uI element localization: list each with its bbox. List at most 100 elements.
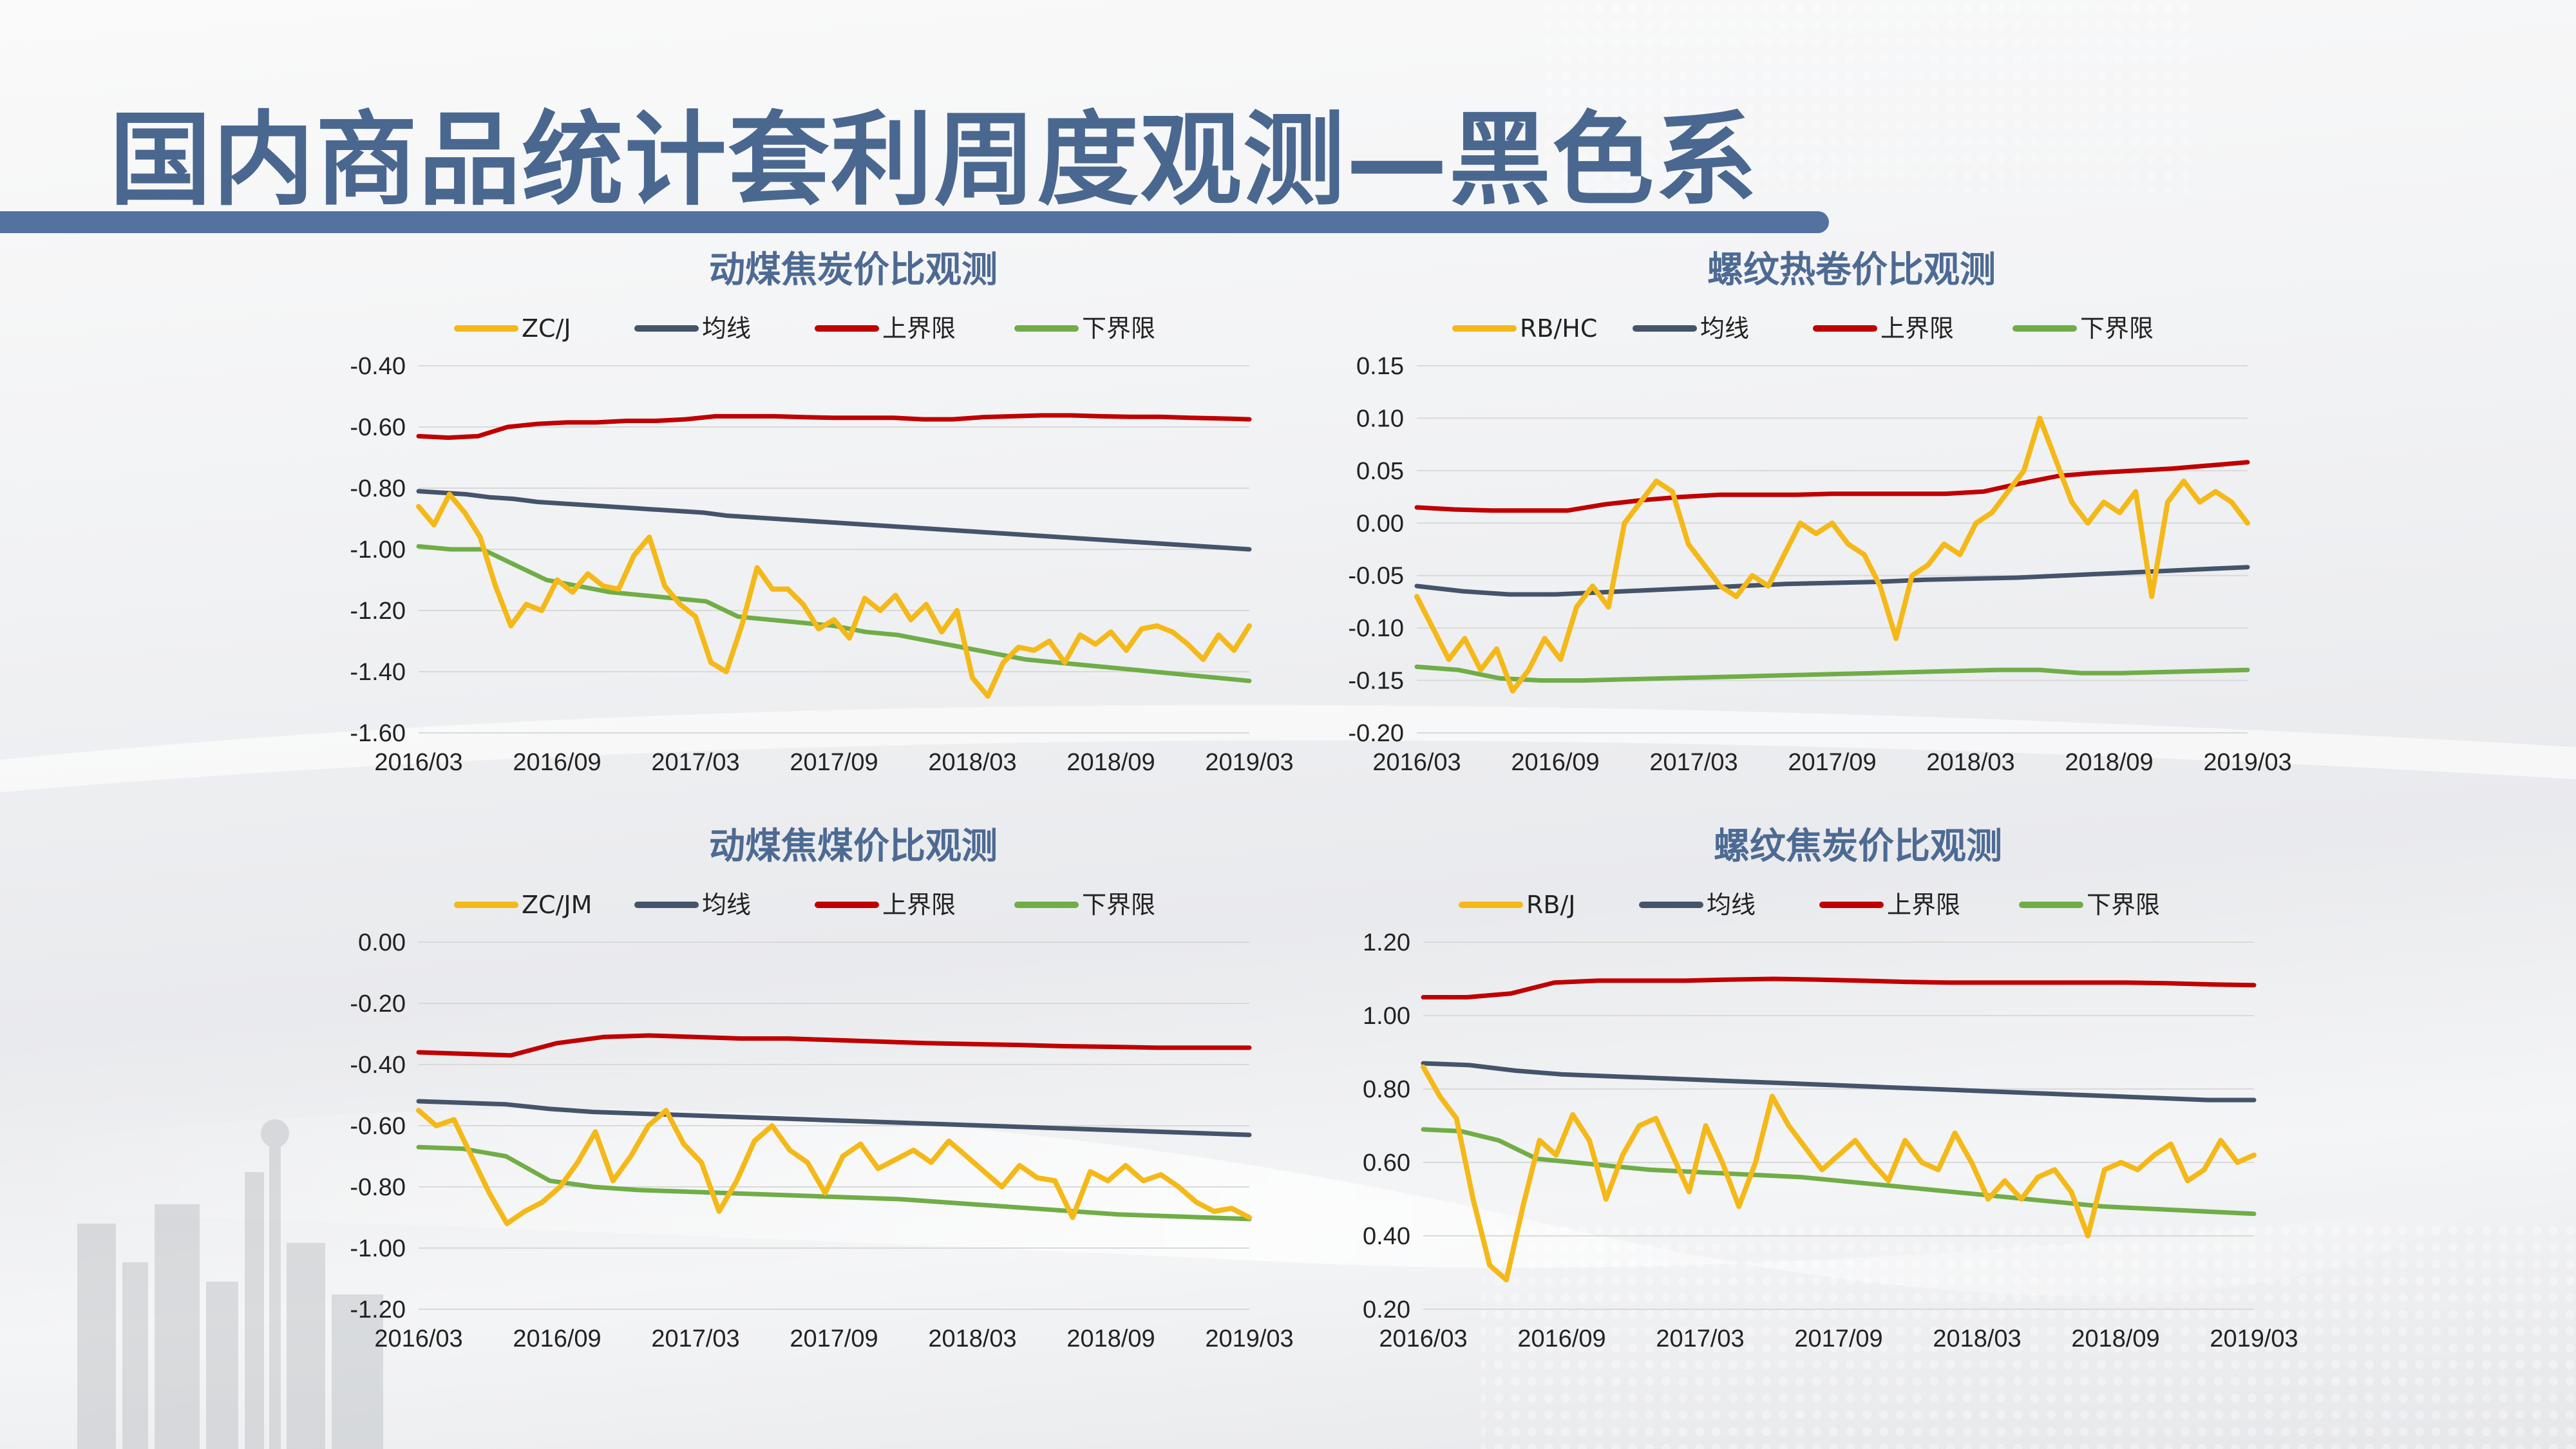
x-tick-label: 2017/03 [651, 749, 739, 776]
legend-item-3: 下界限 [2019, 891, 2160, 919]
x-tick-label: 2018/09 [2065, 749, 2153, 776]
legend-label: RB/HC [1520, 314, 1597, 343]
chart-title: 螺纹热卷价比观测 [1707, 249, 1996, 291]
title-underline-bar [0, 211, 1829, 233]
page-title: 国内商品统计套利周度观测—黑色系 [109, 101, 1758, 220]
y-tick-label: -0.80 [350, 475, 406, 502]
legend-item-0: ZC/JM [454, 891, 592, 919]
y-tick-label: -0.20 [1348, 720, 1404, 747]
legend-label: 下界限 [2080, 314, 2154, 343]
series-line-3 [1421, 1127, 2257, 1217]
header: 国内商品统计套利周度观测—黑色系 [0, 0, 2576, 245]
legend-item-3: 下界限 [1014, 891, 1155, 919]
chart-panel-zc-jm: 动煤焦煤价比观测 ZC/JM 均线 上界限 下界限 0.00 -0.20 -0.40 -0.60… [303, 815, 1333, 1394]
legend-label: 均线 [1700, 314, 1749, 343]
legend-label: 下界限 [2087, 891, 2160, 919]
x-tick-label: 2017/03 [1649, 749, 1738, 776]
x-tick-label: 2017/09 [790, 1325, 878, 1352]
y-tick-label: -0.80 [350, 1174, 406, 1201]
chart-title: 螺纹焦炭价比观测 [1714, 826, 2002, 867]
y-tick-label: -0.20 [350, 990, 406, 1018]
y-tick-label: 0.10 [1356, 405, 1404, 432]
chart-panel-zc-j: 动煤焦炭价比观测 ZC/J 均线 上界限 下界限 -0.40 -0.60 -0.80 -1.00… [303, 238, 1333, 818]
y-tick-label: -0.15 [1348, 668, 1404, 695]
series-line-2 [1421, 976, 2257, 999]
y-tick-label: 1.20 [1363, 929, 1410, 956]
y-tick-label: 0.20 [1363, 1296, 1410, 1323]
chart-zc-jm: 动煤焦煤价比观测 ZC/JM 均线 上界限 下界限 0.00 -0.20 -0.40 -0.60… [350, 826, 1293, 1352]
legend-item-0: RB/J [1459, 891, 1575, 919]
x-tick-label: 2017/09 [1788, 749, 1876, 776]
chart-panel-rb-j: 螺纹焦炭价比观测 RB/J 均线 上界限 下界限 1.20 1.00 0.80 0.60 0.40… [1307, 815, 2338, 1394]
legend-item-3: 下界限 [2012, 314, 2154, 343]
chart-rb-hc: 螺纹热卷价比观测 RB/HC 均线 上界限 下界限 0.15 0.10 0.05 0.00 -0.… [1348, 249, 2291, 776]
x-tick-label: 2018/03 [1926, 749, 2014, 776]
y-tick-label: -0.10 [1348, 615, 1404, 642]
legend-item-0: ZC/J [454, 314, 571, 343]
legend-label: 上界限 [882, 891, 956, 919]
series-line-0 [416, 1108, 1252, 1226]
x-tick-label: 2016/03 [1379, 1325, 1467, 1352]
legend-item-2: 上界限 [1819, 891, 1960, 919]
legend-item-1: 均线 [1633, 314, 1749, 343]
series-line-2 [416, 1033, 1252, 1058]
legend-item-1: 均线 [634, 891, 751, 919]
legend-item-1: 均线 [634, 314, 751, 343]
legend-label: 均线 [702, 891, 751, 919]
legend-item-2: 上界限 [815, 891, 956, 919]
chart-title: 动煤焦煤价比观测 [709, 826, 998, 867]
y-tick-label: -0.40 [350, 353, 406, 380]
y-tick-label: -0.60 [350, 1113, 406, 1140]
series-line-3 [416, 544, 1252, 683]
y-tick-label: -1.20 [350, 1296, 406, 1323]
legend-label: 下界限 [1082, 891, 1155, 919]
x-tick-label: 2016/03 [374, 1325, 462, 1352]
series-line-0 [416, 491, 1252, 699]
y-tick-label: 0.05 [1356, 458, 1404, 485]
legend-label: ZC/J [522, 314, 571, 343]
x-tick-label: 2019/03 [2210, 1325, 2298, 1352]
series-line-0 [1414, 415, 2250, 694]
y-tick-label: -1.40 [350, 659, 406, 686]
series-line-1 [416, 1099, 1252, 1137]
x-tick-label: 2016/09 [1517, 1325, 1605, 1352]
x-tick-label: 2018/03 [1933, 1325, 2021, 1352]
y-tick-label: 0.00 [358, 929, 406, 956]
x-tick-label: 2018/09 [1066, 1325, 1155, 1352]
x-tick-label: 2016/03 [1372, 749, 1461, 776]
x-tick-label: 2018/03 [928, 749, 1016, 776]
chart-rb-j: 螺纹焦炭价比观测 RB/J 均线 上界限 下界限 1.20 1.00 0.80 0.60 0.40… [1363, 826, 2298, 1352]
legend-label: ZC/JM [522, 891, 592, 919]
x-tick-label: 2017/03 [1656, 1325, 1744, 1352]
y-tick-label: -1.60 [350, 720, 406, 747]
legend-label: 均线 [702, 314, 751, 343]
x-tick-label: 2017/09 [1794, 1325, 1882, 1352]
legend-item-3: 下界限 [1014, 314, 1155, 343]
y-tick-label: 0.60 [1363, 1150, 1410, 1177]
legend-item-2: 上界限 [815, 314, 956, 343]
legend-label: 上界限 [1887, 891, 1960, 919]
series-line-2 [416, 413, 1252, 440]
x-tick-label: 2019/03 [1205, 1325, 1293, 1352]
series-line-3 [416, 1144, 1252, 1222]
series-line-1 [1414, 565, 2250, 597]
legend-label: 下界限 [1082, 314, 1155, 343]
y-tick-label: 0.15 [1356, 353, 1404, 380]
x-tick-label: 2018/03 [928, 1325, 1016, 1352]
series-line-1 [1421, 1061, 2257, 1103]
x-tick-label: 2018/09 [1066, 749, 1155, 776]
chart-title: 动煤焦炭价比观测 [709, 249, 998, 291]
y-tick-label: -0.40 [350, 1052, 406, 1079]
series-line-3 [1414, 664, 2250, 683]
y-tick-label: 0.00 [1356, 510, 1404, 537]
x-tick-label: 2018/09 [2071, 1325, 2159, 1352]
series-line-2 [1414, 460, 2250, 513]
legend-label: 均线 [1707, 891, 1756, 919]
legend-item-0: RB/HC [1452, 314, 1597, 343]
y-tick-label: 0.40 [1363, 1223, 1410, 1250]
legend-item-1: 均线 [1639, 891, 1756, 919]
legend-item-2: 上界限 [1813, 314, 1954, 343]
x-tick-label: 2017/09 [790, 749, 878, 776]
y-tick-label: -0.60 [350, 414, 406, 441]
